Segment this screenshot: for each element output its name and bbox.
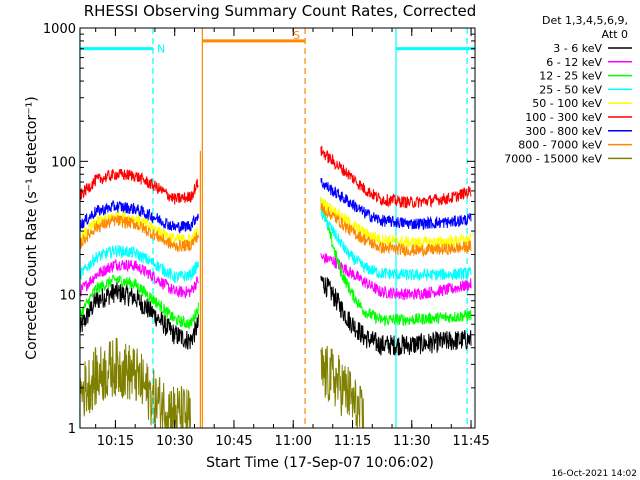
series-line-300-800-kev [79,199,199,234]
series-line-50-100-kev [320,196,472,249]
status-bar-label: S [293,29,300,42]
legend-label: 800 - 7000 keV [518,139,602,152]
status-bar-label: N [157,43,165,56]
footer-timestamp: 16-Oct-2021 14:02 [552,469,637,479]
y-tick-label: 10 [59,289,76,304]
x-tick-label: 11:45 [452,434,489,449]
y-tick-label: 1 [68,422,76,437]
series-line-12-25-kev [320,197,472,327]
series-line-12-25-kev [79,274,199,330]
y-axis-label: Corrected Count Rate (s⁻¹ detector⁻¹) [24,96,40,359]
legend-label: 25 - 50 keV [539,83,602,96]
series-line-6-12-kev [79,259,199,300]
y-tick-label: 100 [51,155,76,170]
series-line-25-50-kev [79,245,199,284]
legend-label: 50 - 100 keV [532,97,602,110]
series-line-3-6-kev [320,275,472,356]
legend-header: Att 0 [602,28,628,41]
series-line-7000-15000-kev [320,345,365,429]
legend-label: 300 - 800 keV [525,125,602,138]
y-tick-label: 1000 [43,22,76,37]
x-tick-label: 10:30 [156,434,193,449]
x-tick-label: 11:15 [334,434,371,449]
x-tick-label: 10:15 [97,434,134,449]
axes-layer: 10:15 10:30 10:45 11:00 11:15 11:30 11:45 1 10 10… [43,22,490,449]
series-line-800-7000-kev [320,203,472,258]
series-line-25-50-kev [320,205,472,282]
series-line-300-800-kev [320,178,472,231]
series-line-50-100-kev [79,210,199,246]
legend-label: 100 - 300 keV [525,111,602,124]
data-layer: NS [79,28,475,430]
x-tick-label: 10:45 [215,434,252,449]
plot-frame [79,27,476,429]
series-line-100-300-kev [320,145,472,209]
series-line-6-12-kev [320,253,472,300]
chart-title: RHESSI Observing Summary Count Rates, Co… [84,2,477,20]
series-line-3-6-kev [79,281,199,350]
legend-label: 3 - 6 keV [553,42,602,55]
legend-label: 12 - 25 keV [539,70,602,83]
x-tick-label: 11:00 [275,434,312,449]
legend-label: 7000 - 15000 keV [504,152,602,165]
legend-label: 6 - 12 keV [546,56,602,69]
x-tick-label: 11:30 [393,434,430,449]
x-axis-label: Start Time (17-Sep-07 10:06:02) [206,455,434,471]
series-line-800-7000-kev [79,215,199,252]
legend-header: Det 1,3,4,5,6,9, [542,14,628,27]
series-line-100-300-kev [79,168,199,205]
